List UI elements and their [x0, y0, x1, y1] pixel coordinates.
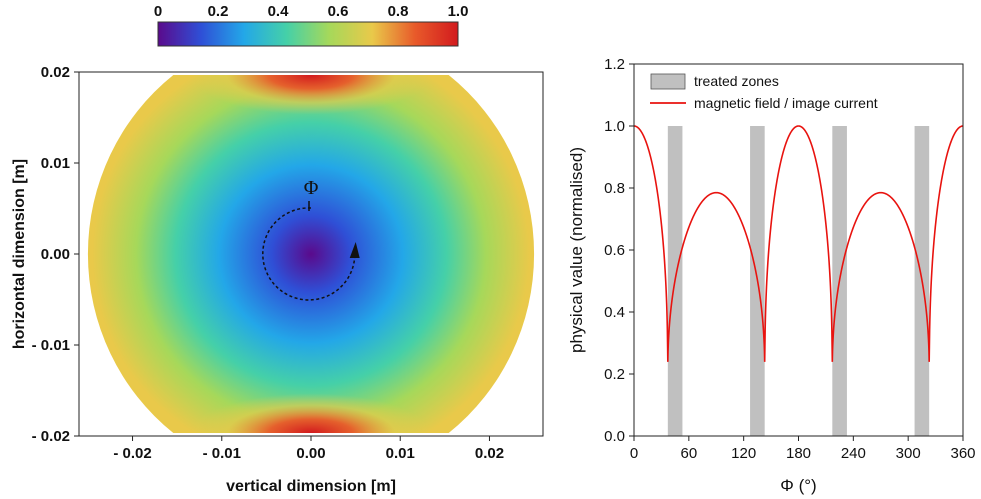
y-tick-label: 0.4 [604, 304, 625, 321]
phi-rotation-arrow [262, 201, 360, 301]
y-tick-label: - 0.02 [32, 428, 70, 445]
y-tick-label: 0.2 [604, 366, 625, 383]
y-tick-label: 0.00 [41, 246, 70, 263]
legend-swatch-treated-zones [650, 73, 686, 90]
x-tick-label: 360 [950, 445, 975, 462]
heatmap-lobes [171, 75, 451, 433]
colorbar-tick-label: 0.6 [328, 3, 349, 20]
colorbar-tick-label: 1.0 [448, 3, 469, 20]
heatmap-y-ticks: 0.02 0.01 0.00 - 0.01 - 0.02 [32, 64, 79, 445]
line-plot-frame [633, 63, 964, 437]
x-tick-label: 300 [896, 445, 921, 462]
y-tick-label: 0.8 [604, 180, 625, 197]
x-tick-label: - 0.02 [113, 445, 151, 462]
heatmap-hot-lobe [171, 373, 451, 433]
x-tick-label: 60 [680, 445, 697, 462]
heatmap-x-axis-label: vertical dimension [m] [226, 478, 396, 495]
treated-zone-bars [667, 126, 930, 436]
line-plot-y-axis-label: physical value (normalised) [567, 147, 586, 353]
x-tick-label: 0 [630, 445, 638, 462]
line-plot-x-ticks: 0 60 120 180 240 300 360 [630, 436, 976, 462]
line-plot-y-ticks: 0.0 0.2 0.4 0.6 0.8 1.0 1.2 [604, 56, 634, 445]
legend: treated zones magnetic field / image cur… [650, 73, 878, 111]
y-tick-label: 0.02 [41, 64, 70, 81]
x-tick-label: - 0.01 [203, 445, 241, 462]
heatmap-x-ticks: - 0.02 - 0.01 0.00 0.01 0.02 [113, 436, 504, 462]
rotation-path [262, 207, 356, 301]
y-tick-label: 0.01 [41, 155, 70, 172]
colorbar-tick-label: 0 [154, 3, 162, 20]
y-tick-label: 1.2 [604, 56, 625, 73]
line-plot: 0 60 120 180 240 300 360 0.0 0.2 0.4 0.6 0.8 1.0 1.2… [567, 56, 976, 495]
x-tick-label: 120 [731, 445, 756, 462]
colorbar-scale [157, 21, 459, 47]
x-tick-label: 0.00 [296, 445, 325, 462]
y-tick-label: 0.6 [604, 242, 625, 259]
colorbar-tick-label: 0.8 [388, 3, 409, 20]
colorbar-tick-label: 0.2 [208, 3, 229, 20]
colorbar: 0 0.2 0.4 0.6 0.8 1.0 [154, 3, 469, 47]
colorbar-ticks: 0 0.2 0.4 0.6 0.8 1.0 [154, 3, 469, 20]
x-tick-label: 180 [786, 445, 811, 462]
magnetic-field-line [633, 125, 964, 362]
x-tick-label: 0.02 [475, 445, 504, 462]
x-tick-label: 240 [841, 445, 866, 462]
heatmap-hot-lobe [171, 75, 451, 135]
arrow-head-icon [349, 242, 360, 258]
legend-label-treated-zones: treated zones [694, 73, 779, 89]
legend-label-magnetic-field: magnetic field / image current [694, 95, 878, 111]
y-tick-label: - 0.01 [32, 337, 70, 354]
phi-annotation: Φ [304, 177, 319, 199]
colorbar-tick-label: 0.4 [268, 3, 290, 20]
y-tick-label: 1.0 [604, 118, 625, 135]
heatmap-plot: - 0.02- 0.01 0.00 0.01 0.02 0.020.010.00- 0… [11, 64, 544, 495]
x-tick-label: 0.01 [386, 445, 415, 462]
line-plot-x-axis-label: Φ (°) [780, 476, 816, 495]
y-tick-label: 0.0 [604, 428, 625, 445]
heatmap-y-axis-label: horizontal dimension [m] [11, 159, 28, 349]
